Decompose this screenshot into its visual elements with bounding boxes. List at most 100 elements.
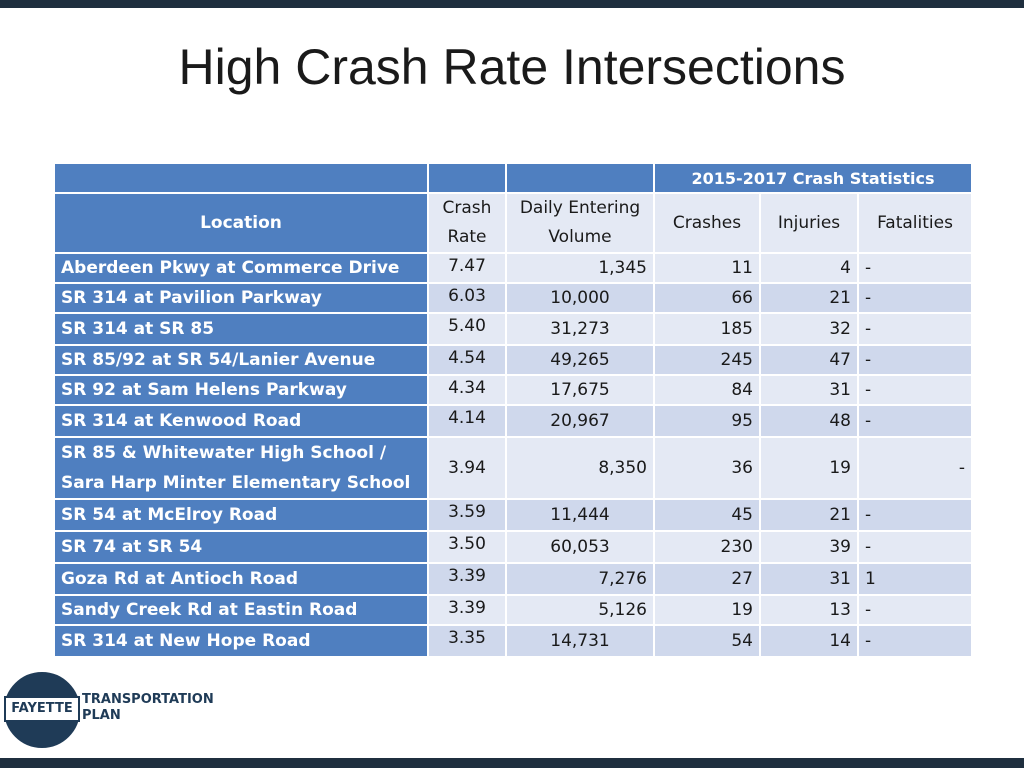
injuries-cell: 14 (761, 626, 857, 656)
crashes-cell: 54 (655, 626, 759, 656)
injuries-cell: 21 (761, 284, 857, 312)
injuries-cell: 47 (761, 346, 857, 374)
table-row: Aberdeen Pkwy at Commerce Drive 7.47 1,3… (55, 254, 971, 282)
fatalities-cell: - (859, 254, 971, 282)
location-cell: SR 54 at McElroy Road (55, 500, 427, 530)
table-row: SR 314 at Kenwood Road 4.14 20,967 95 48… (55, 406, 971, 436)
table-row: SR 92 at Sam Helens Parkway 4.34 17,675 … (55, 376, 971, 404)
column-header-location: Location (55, 194, 427, 252)
crash-rate-cell: 3.39 (429, 564, 505, 594)
location-cell: Goza Rd at Antioch Road (55, 564, 427, 594)
slide-title: High Crash Rate Intersections (178, 39, 846, 95)
crash-rate-cell: 4.14 (429, 406, 505, 436)
location-cell: Aberdeen Pkwy at Commerce Drive (55, 254, 427, 282)
volume-cell: 7,276 (507, 564, 653, 594)
fatalities-cell: - (859, 284, 971, 312)
column-header-fatalities: Fatalities (859, 194, 971, 252)
fatalities-cell: - (859, 500, 971, 530)
volume-cell: 10,000 (507, 284, 653, 312)
crashes-cell: 45 (655, 500, 759, 530)
logo-text-line2: PLAN (82, 708, 121, 723)
crashes-cell: 95 (655, 406, 759, 436)
volume-cell: 20,967 (507, 406, 653, 436)
super-header-blank-rate (429, 164, 505, 192)
fatalities-cell: - (859, 596, 971, 624)
super-header-row: 2015-2017 Crash Statistics (55, 164, 971, 192)
fatalities-cell: - (859, 406, 971, 436)
crashes-cell: 36 (655, 438, 759, 498)
logo-text-line1: TRANSPORTATION (82, 692, 214, 707)
crash-rate-cell: 7.47 (429, 254, 505, 282)
crash-rate-cell: 3.39 (429, 596, 505, 624)
crash-rate-cell: 3.35 (429, 626, 505, 656)
fatalities-cell: - (859, 314, 971, 344)
crashes-cell: 19 (655, 596, 759, 624)
location-cell: SR 314 at SR 85 (55, 314, 427, 344)
column-header-crash-rate: Crash Rate (429, 194, 505, 252)
table-row: Sandy Creek Rd at Eastin Road 3.39 5,126… (55, 596, 971, 624)
location-cell: SR 85 & Whitewater High School / Sara Ha… (55, 438, 427, 498)
volume-cell: 31,273 (507, 314, 653, 344)
volume-cell: 5,126 (507, 596, 653, 624)
volume-cell: 1,345 (507, 254, 653, 282)
crash-rate-cell: 4.54 (429, 346, 505, 374)
table-row: SR 85 & Whitewater High School / Sara Ha… (55, 438, 971, 498)
crash-rate-cell: 5.40 (429, 314, 505, 344)
location-cell: Sandy Creek Rd at Eastin Road (55, 596, 427, 624)
crashes-cell: 84 (655, 376, 759, 404)
table-row: SR 74 at SR 54 3.50 60,053 230 39 - (55, 532, 971, 562)
fatalities-cell: - (859, 376, 971, 404)
column-header-crash-rate-line1: Crash (442, 198, 492, 218)
volume-cell: 49,265 (507, 346, 653, 374)
crash-statistics-table: 2015-2017 Crash Statistics Location Cras… (53, 162, 973, 658)
location-cell: SR 314 at Pavilion Parkway (55, 284, 427, 312)
crash-rate-cell: 3.59 (429, 500, 505, 530)
fayette-transportation-plan-logo: FAYETTE TRANSPORTATION PLAN (4, 672, 214, 748)
location-cell: SR 74 at SR 54 (55, 532, 427, 562)
column-header-crash-rate-line2: Rate (447, 227, 487, 247)
fatalities-cell: 1 (859, 564, 971, 594)
injuries-cell: 48 (761, 406, 857, 436)
crash-rate-cell: 3.94 (429, 438, 505, 498)
location-cell: SR 314 at Kenwood Road (55, 406, 427, 436)
location-cell: SR 92 at Sam Helens Parkway (55, 376, 427, 404)
top-border-bar (0, 0, 1024, 8)
crashes-cell: 11 (655, 254, 759, 282)
injuries-cell: 32 (761, 314, 857, 344)
column-header-volume-line2: Volume (548, 227, 612, 247)
super-header-crash-statistics: 2015-2017 Crash Statistics (655, 164, 971, 192)
injuries-cell: 21 (761, 500, 857, 530)
column-header-crashes: Crashes (655, 194, 759, 252)
volume-cell: 17,675 (507, 376, 653, 404)
injuries-cell: 19 (761, 438, 857, 498)
location-cell: SR 85/92 at SR 54/Lanier Avenue (55, 346, 427, 374)
injuries-cell: 31 (761, 564, 857, 594)
fatalities-cell: - (859, 346, 971, 374)
table-row: SR 85/92 at SR 54/Lanier Avenue 4.54 49,… (55, 346, 971, 374)
column-header-volume-line1: Daily Entering (519, 198, 641, 218)
crashes-cell: 185 (655, 314, 759, 344)
crashes-cell: 245 (655, 346, 759, 374)
crash-rate-cell: 4.34 (429, 376, 505, 404)
table-row: SR 54 at McElroy Road 3.59 11,444 45 21 … (55, 500, 971, 530)
volume-cell: 14,731 (507, 626, 653, 656)
column-header-volume: Daily Entering Volume (507, 194, 653, 252)
fatalities-cell: - (859, 532, 971, 562)
super-header-blank-location (55, 164, 427, 192)
volume-cell: 11,444 (507, 500, 653, 530)
crash-rate-cell: 3.50 (429, 532, 505, 562)
location-cell: SR 314 at New Hope Road (55, 626, 427, 656)
fatalities-cell: - (859, 626, 971, 656)
table-row: Goza Rd at Antioch Road 3.39 7,276 27 31… (55, 564, 971, 594)
table-row: SR 314 at Pavilion Parkway 6.03 10,000 6… (55, 284, 971, 312)
injuries-cell: 39 (761, 532, 857, 562)
column-header-row: Location Crash Rate Daily Entering Volum… (55, 194, 971, 252)
bottom-border-bar (0, 758, 1024, 768)
fatalities-cell: - (859, 438, 971, 498)
crash-rate-cell: 6.03 (429, 284, 505, 312)
injuries-cell: 31 (761, 376, 857, 404)
table-row: SR 314 at SR 85 5.40 31,273 185 32 - (55, 314, 971, 344)
crashes-cell: 66 (655, 284, 759, 312)
location-line1: SR 85 & Whitewater High School / (61, 443, 387, 463)
table-row: SR 314 at New Hope Road 3.35 14,731 54 1… (55, 626, 971, 656)
